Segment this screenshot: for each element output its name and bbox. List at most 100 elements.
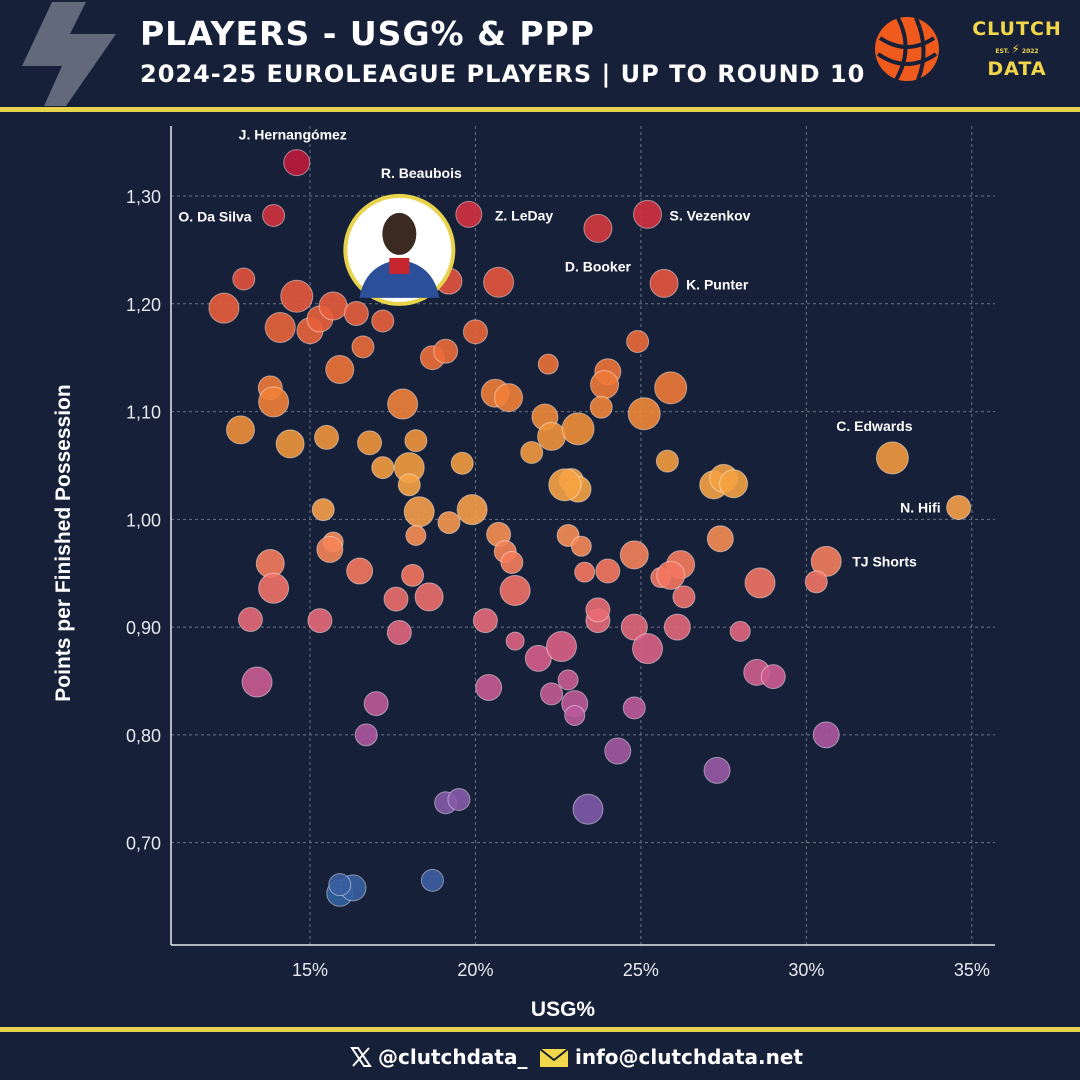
data-point [225, 415, 255, 445]
data-point [719, 469, 749, 499]
data-point [537, 353, 559, 375]
data-point [433, 338, 459, 364]
data-point [663, 613, 691, 641]
data-point [595, 558, 621, 584]
data-point [649, 268, 679, 298]
data-point [499, 574, 531, 606]
point-label: O. Da Silva [178, 208, 251, 224]
data-point [589, 395, 613, 419]
data-point [447, 788, 471, 812]
scatter-chart: 0,70 0,80 0,90 1,00 1,10 1,20 1,30 15% 20% 25% 30%… [52, 126, 995, 1021]
y-tick-label: 1,20 [126, 295, 161, 315]
data-point [810, 545, 842, 577]
data-point [357, 430, 383, 456]
data-point [325, 355, 355, 385]
data-point [420, 868, 444, 892]
data-point [619, 540, 649, 570]
data-point [505, 631, 525, 651]
x-tick-label: 25% [623, 960, 659, 980]
y-tick-label: 0,90 [126, 618, 161, 638]
data-point [316, 536, 344, 564]
data-point [946, 494, 972, 520]
data-point [397, 473, 421, 497]
point-label: Z. LeDay [495, 207, 554, 223]
data-point [283, 149, 311, 177]
data-point [570, 535, 592, 557]
data-point [632, 633, 664, 665]
data-point [557, 669, 579, 691]
data-point [472, 608, 498, 634]
data-point [564, 704, 586, 726]
lightning-bolt-icon [22, 2, 116, 106]
point-label: D. Booker [565, 258, 632, 274]
data-point [371, 456, 395, 480]
data-point [387, 388, 419, 420]
data-point [462, 319, 488, 345]
data-point [354, 723, 378, 747]
data-point [744, 567, 776, 599]
data-point [604, 737, 632, 765]
data-point [311, 498, 335, 522]
data-point [500, 550, 524, 574]
player-jersey [359, 259, 440, 298]
data-point [264, 312, 296, 344]
data-point [343, 301, 369, 327]
twitter-handle[interactable]: @clutchdata_ [378, 1045, 528, 1069]
data-point [404, 429, 428, 453]
data-point [561, 412, 595, 446]
data-point [703, 756, 731, 784]
brand-bolt-icon: ⚡ [1011, 42, 1020, 56]
data-point [520, 441, 544, 465]
data-point [275, 429, 305, 459]
data-point [622, 696, 646, 720]
data-point [455, 200, 483, 228]
data-point [760, 664, 786, 690]
data-point [208, 292, 240, 324]
data-point [371, 309, 395, 333]
data-point [583, 213, 613, 243]
page-title: PLAYERS - USG% & PPP [140, 14, 595, 53]
data-point [450, 451, 474, 475]
y-tick-label: 1,10 [126, 403, 161, 423]
data-point [351, 335, 375, 359]
x-tick-label: 35% [954, 960, 990, 980]
data-point [241, 666, 273, 698]
player-head [382, 212, 417, 255]
data-point [620, 613, 648, 641]
header-divider [0, 107, 1080, 112]
point-label: J. Hernangómez [239, 127, 347, 143]
data-point [574, 561, 596, 583]
data-point [414, 582, 444, 612]
data-point [262, 203, 286, 227]
data-point [456, 494, 488, 526]
brand-line1: CLUTCH [972, 18, 1062, 40]
data-point [537, 421, 567, 451]
x-tick-label: 30% [788, 960, 824, 980]
footer-divider [0, 1027, 1080, 1032]
brand-est-label: EST. [995, 48, 1010, 55]
brand-est: EST. ⚡ 2022 [972, 42, 1062, 56]
page-subtitle: 2024-25 EUROLEAGUE PLAYERS | UP TO ROUND… [140, 60, 866, 88]
clutch-data-logo: CLUTCH EST. ⚡ 2022 DATA [972, 18, 1062, 80]
point-label: C. Edwards [836, 418, 912, 434]
x-tick-label: 20% [457, 960, 493, 980]
brand-year: 2022 [1021, 48, 1039, 55]
data-point [437, 511, 461, 535]
data-point [383, 586, 409, 612]
data-point [540, 682, 564, 706]
point-label: R. Beaubois [381, 165, 462, 181]
euroleague-logo-icon [875, 17, 939, 82]
data-point [633, 199, 663, 229]
data-point [475, 673, 503, 701]
mail-icon [539, 1048, 569, 1067]
data-point [403, 496, 435, 528]
data-point [656, 560, 686, 590]
data-point [812, 721, 840, 749]
contact-email[interactable]: info@clutchdata.net [575, 1045, 803, 1069]
point-label: S. Vezenkov [670, 207, 751, 223]
point-label: TJ Shorts [852, 553, 917, 569]
data-point [280, 279, 314, 313]
x-twitter-icon [350, 1047, 372, 1067]
data-point [524, 644, 552, 672]
data-point [804, 570, 828, 594]
